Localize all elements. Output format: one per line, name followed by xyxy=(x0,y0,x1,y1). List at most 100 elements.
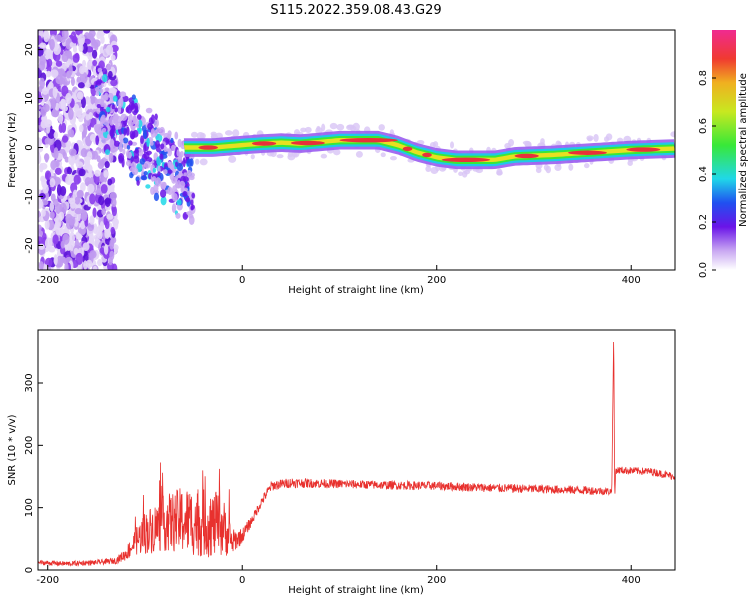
noise-blob xyxy=(40,119,48,129)
noise-blob xyxy=(75,252,84,265)
noise-blob xyxy=(38,146,44,153)
noise-blob xyxy=(79,71,88,84)
transition-blob xyxy=(131,129,139,138)
halo-blob xyxy=(329,122,338,130)
transition-blob xyxy=(129,172,134,179)
halo-blob xyxy=(199,158,208,166)
noise-blob xyxy=(44,49,53,57)
noise-blob xyxy=(39,42,47,49)
transition-blob xyxy=(160,143,165,150)
noise-blob xyxy=(78,168,86,177)
colorbar-ticks: 0.0 0.2 0.4 0.6 0.8 xyxy=(698,70,716,278)
spectrogram-y-tick-label: -20 xyxy=(24,237,35,253)
transition-blob xyxy=(119,97,124,105)
transition-blob xyxy=(153,118,159,128)
halo-blob xyxy=(627,160,633,167)
transition-blob xyxy=(188,172,195,178)
transition-blob xyxy=(119,138,124,144)
noise-blob xyxy=(49,38,55,50)
halo-blob xyxy=(540,138,545,145)
transition-blob xyxy=(140,135,145,145)
noise-blob xyxy=(41,208,46,217)
transition-blob xyxy=(131,94,136,100)
snr-y-tick-label: 0 xyxy=(24,567,35,573)
transition-blob xyxy=(115,123,119,130)
transition-blob xyxy=(175,212,181,219)
colorbar-tick-label: 0.2 xyxy=(698,214,709,230)
noise-blob xyxy=(81,212,88,222)
transition-blob xyxy=(123,128,127,136)
transition-blob xyxy=(130,155,134,164)
transition-blob xyxy=(150,128,156,139)
noise-blob xyxy=(106,63,112,71)
transition-blob xyxy=(137,148,144,157)
transition-blob xyxy=(152,167,157,173)
noise-blob xyxy=(53,131,59,139)
spectrogram-x-ticks: -200 0 200 400 xyxy=(36,265,641,286)
transition-blob xyxy=(160,189,167,198)
transition-blob xyxy=(99,116,105,126)
halo-blob xyxy=(380,152,386,158)
transition-blob xyxy=(179,180,186,189)
transition-blob xyxy=(111,104,116,110)
noise-blob xyxy=(103,30,111,34)
noise-blob xyxy=(56,255,64,268)
transition-blob xyxy=(118,155,124,164)
noise-blob xyxy=(112,220,119,231)
transition-blob xyxy=(182,191,188,197)
noise-blob xyxy=(77,82,85,89)
spectrogram-marks xyxy=(38,30,675,270)
noise-blob xyxy=(110,226,115,235)
noise-blob xyxy=(100,183,108,194)
halo-blob xyxy=(432,141,439,148)
transition-blob xyxy=(109,128,115,138)
halo-blob xyxy=(568,163,574,171)
noise-blob xyxy=(54,167,62,176)
ridge-core xyxy=(198,145,218,150)
noise-blob xyxy=(106,184,113,194)
colorbar-tick-label: 0.8 xyxy=(698,70,709,86)
transition-blob xyxy=(145,150,152,155)
transition-blob xyxy=(108,92,114,99)
halo-blob xyxy=(321,123,326,132)
colorbar-tick-label: 0.4 xyxy=(698,166,709,182)
noise-blob xyxy=(38,195,42,205)
noise-blob xyxy=(55,217,62,229)
transition-blob xyxy=(154,140,160,148)
ridge-core xyxy=(422,152,432,158)
transition-blob xyxy=(154,113,158,120)
noise-blob xyxy=(44,237,53,250)
transition-blob xyxy=(186,211,193,216)
halo-blob xyxy=(450,141,455,149)
noise-blob xyxy=(103,244,109,255)
transition-blob xyxy=(179,150,184,158)
transition-blob xyxy=(113,140,120,147)
noise-blob xyxy=(56,184,62,196)
noise-blob xyxy=(82,124,88,137)
transition-blob xyxy=(128,140,133,146)
noise-blob xyxy=(74,238,80,251)
transition-blob xyxy=(176,199,182,206)
spectrogram-y-tick-label: 10 xyxy=(24,92,35,105)
transition-blob xyxy=(125,126,130,136)
noise-blob xyxy=(38,230,44,237)
noise-blob xyxy=(44,137,50,145)
noise-blob xyxy=(89,233,95,244)
noise-blob xyxy=(61,52,69,63)
noise-blob xyxy=(43,30,50,43)
noise-blob xyxy=(65,213,73,224)
transition-blob xyxy=(159,126,166,136)
noise-blob xyxy=(75,161,84,169)
transition-blob xyxy=(170,137,174,144)
noise-blob xyxy=(50,69,59,78)
noise-blob xyxy=(61,122,67,134)
halo-blob xyxy=(199,132,206,140)
noise-blob xyxy=(46,70,52,78)
noise-blob xyxy=(60,240,65,249)
noise-blob xyxy=(92,207,97,218)
transition-blob xyxy=(100,99,105,106)
noise-blob xyxy=(67,154,76,166)
noise-blob xyxy=(99,221,104,232)
transition-blob xyxy=(157,171,161,177)
halo-blob xyxy=(605,133,613,141)
